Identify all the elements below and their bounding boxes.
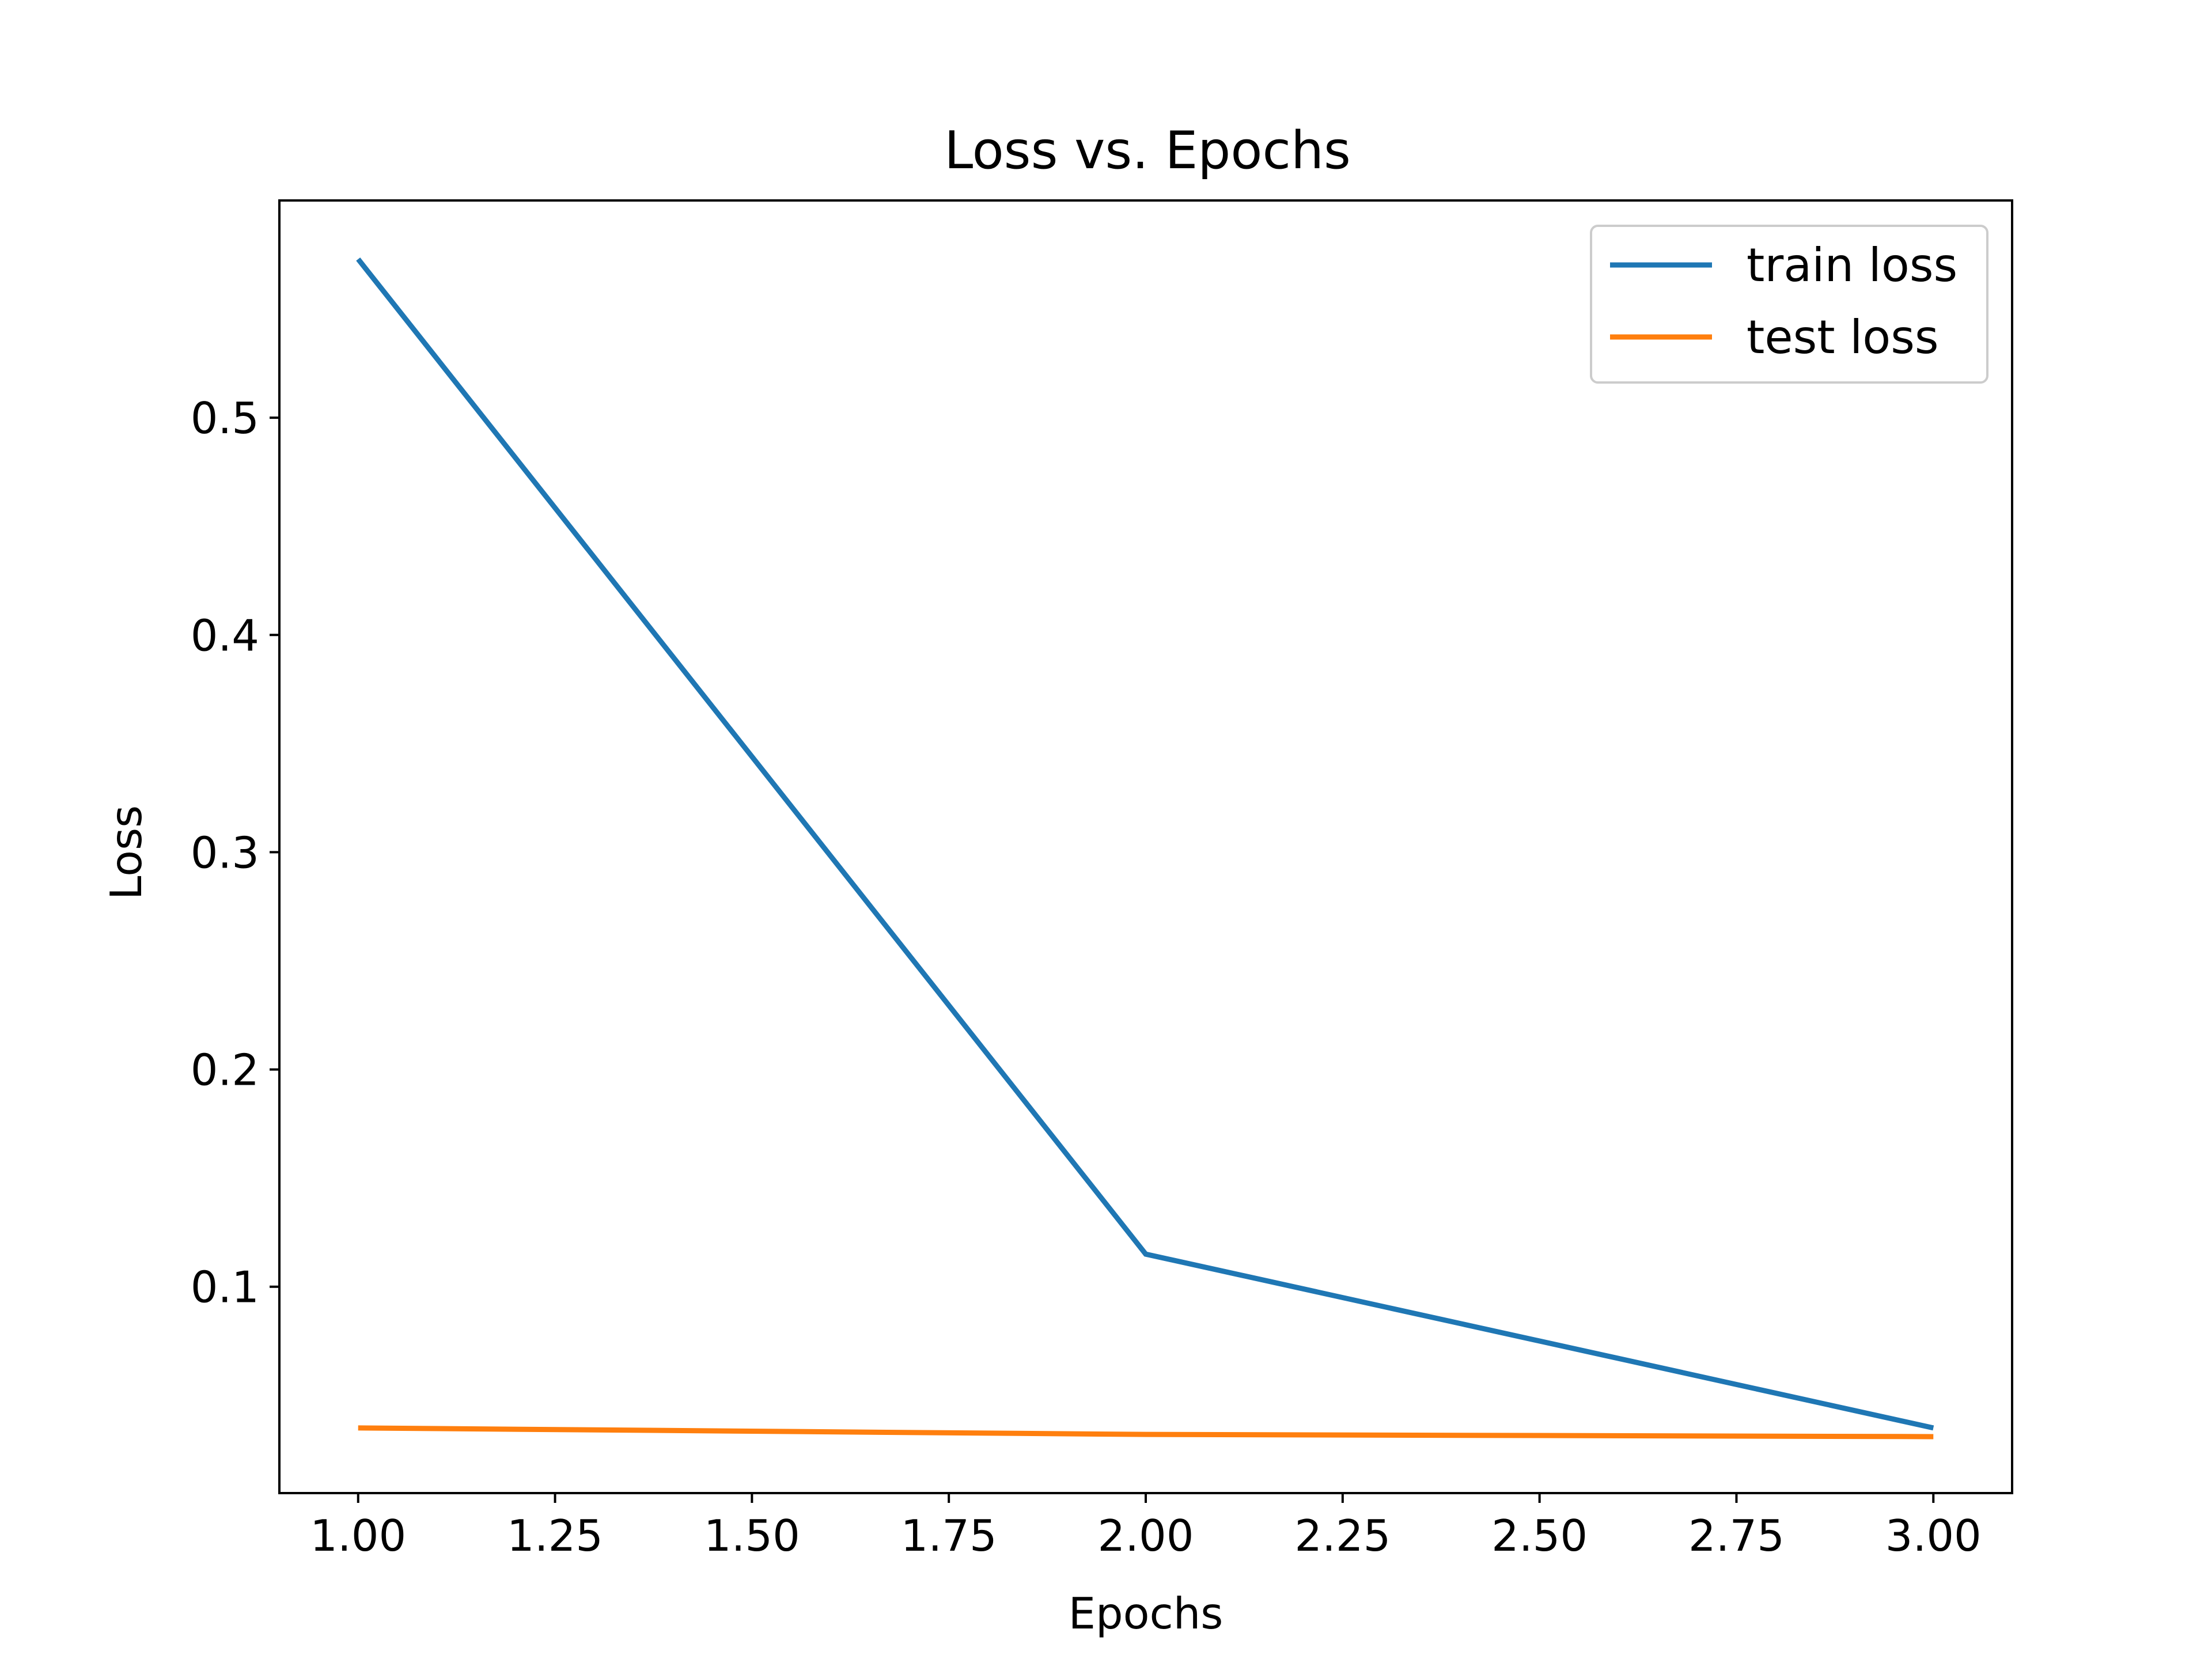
x-tick-label: 2.25 xyxy=(1294,1510,1391,1561)
legend-label-test-loss: test loss xyxy=(1747,310,1939,364)
y-tick-label: 0.4 xyxy=(191,610,259,661)
y-axis-ticks: 0.1 0.2 0.3 0.4 0.5 xyxy=(191,393,279,1313)
series-line-test-loss xyxy=(358,1425,1934,1440)
legend-label-train-loss: train loss xyxy=(1747,238,1957,292)
series-lines xyxy=(356,257,1934,1440)
x-tick-label: 1.50 xyxy=(704,1510,800,1561)
x-axis-ticks: 1.00 1.25 1.50 1.75 2.00 2.25 2.50 2.75 3.00 xyxy=(310,1493,1982,1561)
x-tick-label: 2.50 xyxy=(1491,1510,1588,1561)
series-line-train-loss xyxy=(356,257,1934,1431)
x-tick-label: 1.25 xyxy=(507,1510,603,1561)
x-tick-label: 2.75 xyxy=(1688,1510,1785,1561)
y-axis-label: Loss xyxy=(101,805,151,900)
legend: train loss test loss xyxy=(1590,225,1988,384)
x-tick-label: 1.00 xyxy=(310,1510,406,1561)
x-tick-label: 3.00 xyxy=(1885,1510,1982,1561)
y-tick-label: 0.3 xyxy=(191,827,259,878)
data-point-test-loss xyxy=(1933,1436,1934,1437)
y-tick-label: 0.5 xyxy=(191,393,259,444)
chart-title: Loss vs. Epochs xyxy=(944,120,1351,181)
y-tick-label: 0.1 xyxy=(191,1262,259,1313)
y-tick-label: 0.2 xyxy=(191,1045,259,1096)
data-point-train-loss xyxy=(1933,1427,1934,1428)
x-tick-label: 2.00 xyxy=(1098,1510,1194,1561)
x-tick-label: 1.75 xyxy=(901,1510,997,1561)
x-axis-label: Epochs xyxy=(1069,1588,1224,1639)
